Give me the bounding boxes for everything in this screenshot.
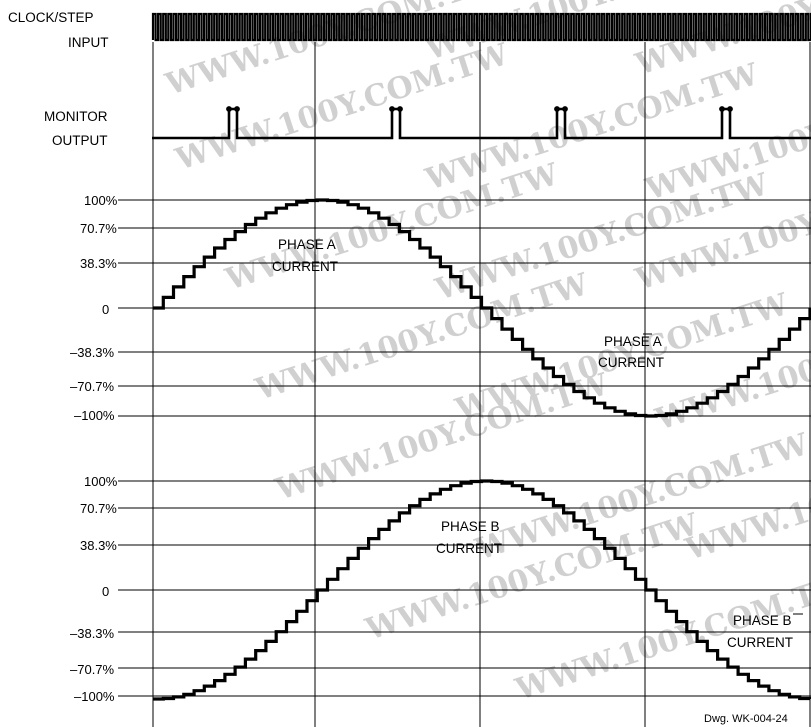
monitor-label-line1: MONITOR [44, 109, 108, 124]
phase-a-tick-100: 100% [84, 193, 118, 208]
phase-b-label-line2: CURRENT [436, 541, 502, 556]
monitor-label-line2: OUTPUT [52, 133, 108, 148]
phase-a-label-line2: CURRENT [272, 259, 338, 274]
phase-b-tick-38: 38.3% [80, 538, 117, 553]
phase-b-tick-100: 100% [84, 474, 118, 489]
phase-a-label-line1: PHASE A [278, 237, 336, 252]
phase-b-tick-70: 70.7% [80, 501, 117, 516]
phase-a-tick-neg38: –38.3% [70, 345, 115, 360]
phase-a-tick-neg100: –100% [74, 408, 115, 423]
monitor-pulse-dot [234, 106, 240, 112]
phase-a-tick-70: 70.7% [80, 221, 117, 236]
phase-b-current-waveform [153, 479, 811, 701]
waveforms [151, 12, 811, 701]
monitor-pulse-dot [719, 106, 725, 112]
phase-b-tick-0: 0 [102, 584, 109, 599]
monitor-pulse-dot [727, 106, 733, 112]
clock-step-waveform [151, 12, 811, 42]
clock-label-line2: INPUT [68, 35, 109, 50]
phase-b-bar-label-line1: PHASE B [733, 613, 792, 628]
phase-b-bar-label-line2: CURRENT [727, 635, 793, 650]
drawing-number: Dwg. WK-004-24 [704, 713, 788, 725]
monitor-pulse-dot [562, 106, 568, 112]
phase-a-bar-label-line1: PHASE A [604, 334, 662, 349]
phase-b-tick-neg100: –100% [74, 689, 115, 704]
phase-a-current-waveform [153, 198, 811, 418]
phase-b-tick-neg70: –70.7% [70, 662, 115, 677]
phase-b-axis: 100% 70.7% 38.3% 0 –38.3% –70.7% –100% [70, 474, 118, 704]
phase-b-label-line1: PHASE B [441, 519, 500, 534]
phase-a-axis: 100% 70.7% 38.3% 0 –38.3% –70.7% –100% [70, 193, 118, 423]
phase-a-bar-label-line2: CURRENT [598, 355, 664, 370]
watermark-layer: WWW.100Y.COM.TW WWW.100Y.COM.TWWWW.100Y.C… [161, 0, 811, 708]
phase-a-tick-38: 38.3% [80, 256, 117, 271]
monitor-pulse-dot [554, 106, 560, 112]
phase-b-tick-neg38: –38.3% [70, 626, 115, 641]
monitor-pulse-dot [389, 106, 395, 112]
clock-label-line1: CLOCK/STEP [8, 10, 94, 25]
monitor-pulse-dot [226, 106, 232, 112]
phase-a-tick-neg70: –70.7% [70, 379, 115, 394]
monitor-pulse-dot [397, 106, 403, 112]
phase-a-tick-0: 0 [102, 302, 109, 317]
